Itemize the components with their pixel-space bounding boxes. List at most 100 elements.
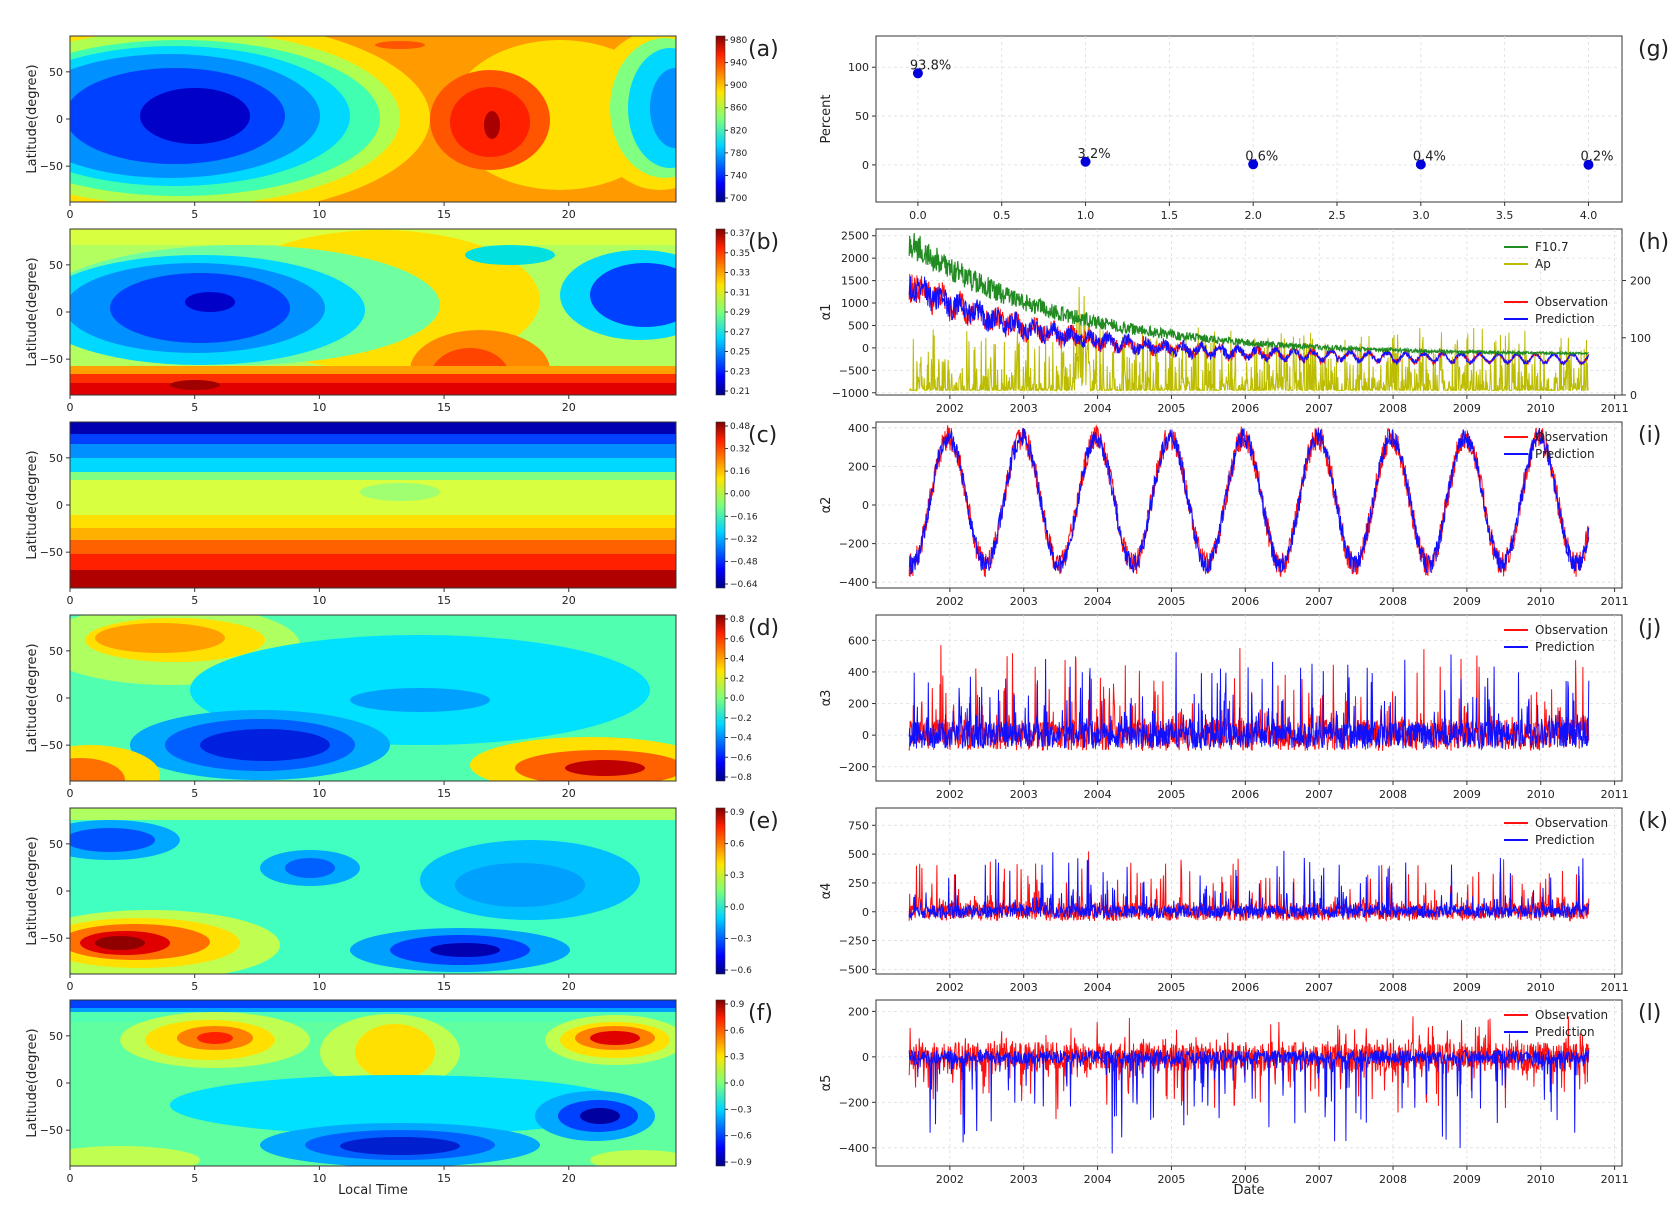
colorbar-tick-label: 820	[730, 126, 747, 136]
y-axis-title: Latitude(degree)	[25, 450, 40, 559]
prediction-line	[908, 276, 1589, 366]
x-tick-label: 2004	[1084, 1173, 1112, 1186]
contour-panel-b	[69, 228, 677, 396]
contour-field-f	[70, 1000, 676, 1166]
colorbar-tick-label: 0.31	[730, 288, 750, 298]
x-tick-label: 2002	[936, 595, 964, 608]
plot-area-i	[876, 422, 1622, 588]
colorbar-tick-label: −0.6	[730, 1132, 752, 1142]
point-label: 3.2%	[1078, 147, 1111, 162]
colorbar-tick-label: 900	[730, 81, 747, 91]
y-tick-label: −500	[839, 963, 869, 976]
contour-field-a	[70, 36, 676, 202]
panel-label: (a)	[748, 37, 779, 62]
y-axis-title: Latitude(degree)	[25, 64, 40, 173]
prediction-line	[908, 850, 1590, 920]
panel-label: (b)	[748, 230, 779, 255]
colorbar-tick-label: −0.6	[730, 753, 752, 763]
x-tick-label: 2007	[1305, 981, 1333, 994]
point-label: 0.2%	[1580, 150, 1613, 165]
x-tick-label: 20	[562, 1172, 576, 1185]
y-axis-title: Latitude(degree)	[25, 643, 40, 752]
colorbar-tick-label: 0.37	[730, 229, 750, 239]
colorbar-tick-label: 0.00	[730, 490, 750, 500]
y-tick-label: 0	[862, 729, 869, 742]
y-tick-label: 0	[56, 113, 63, 126]
plot-area-k	[876, 808, 1622, 974]
y-tick-label: 500	[848, 319, 869, 332]
colorbar-tick-label: 0.9	[730, 1000, 745, 1010]
y-tick-label: −50	[40, 1124, 63, 1137]
y-tick-label: 250	[848, 877, 869, 890]
x-tick-label: 2004	[1084, 981, 1112, 994]
x-tick-label: 2011	[1601, 788, 1629, 801]
x-tick-label: 2002	[936, 402, 964, 415]
x-tick-label: 2008	[1379, 402, 1407, 415]
x-tick-label: 0	[67, 208, 74, 221]
x-tick-label: 3.5	[1496, 209, 1514, 222]
legend-label-prediction: Prediction	[1535, 447, 1595, 461]
colorbar-tick-label: 0.6	[730, 1026, 745, 1036]
x-tick-label: 5	[191, 787, 198, 800]
colorbar-tick-label: 0.4	[730, 655, 745, 665]
legend-label-observation: Observation	[1535, 1008, 1608, 1022]
colorbar-tick-label: 0.21	[730, 387, 750, 397]
right-y-tick-label: 0	[1630, 389, 1637, 402]
x-tick-label: 2.0	[1244, 209, 1262, 222]
point-label: 0.6%	[1245, 149, 1278, 164]
timeseries-panel-k	[875, 807, 1623, 975]
y-axis-title: Percent	[819, 95, 834, 144]
colorbar-tick-label: 0.0	[730, 1079, 745, 1089]
timeseries-panel-j	[875, 614, 1623, 782]
y-tick-label: 600	[848, 634, 869, 647]
y-axis-title: α4	[819, 883, 834, 900]
y-tick-label: −500	[839, 364, 869, 377]
colorbar-tick-label: 740	[730, 171, 747, 181]
y-tick-label: 500	[848, 848, 869, 861]
panel-label: (j)	[1638, 616, 1661, 641]
legend-label-observation: Observation	[1535, 295, 1608, 309]
x-tick-label: 2011	[1601, 595, 1629, 608]
x-tick-label: 2005	[1157, 981, 1185, 994]
scatter-point	[1415, 159, 1426, 170]
x-tick-label: 0	[67, 594, 74, 607]
right-x-axis-title: Date	[1233, 1183, 1264, 1198]
colorbar-tick-label: 0.3	[730, 1053, 744, 1063]
x-tick-label: 5	[191, 401, 198, 414]
x-tick-label: 2007	[1305, 595, 1333, 608]
y-axis-title: α3	[819, 690, 834, 707]
x-tick-label: 2009	[1453, 402, 1481, 415]
panel-label: (g)	[1638, 37, 1669, 62]
y-axis-title: Latitude(degree)	[25, 1028, 40, 1137]
colorbar-tick-label: −0.16	[730, 512, 758, 522]
colorbar-tick-label: −0.48	[730, 557, 758, 567]
x-tick-label: 2011	[1601, 402, 1629, 415]
x-tick-label: 2005	[1157, 788, 1185, 801]
scatter-panel-g: 93.8% 3.2% 0.6% 0.4% 0.2%	[875, 35, 1623, 203]
panel-label: (i)	[1638, 423, 1661, 448]
legend-label-prediction: Prediction	[1535, 1025, 1595, 1039]
contour-field-e	[70, 808, 676, 974]
x-tick-label: 2004	[1084, 402, 1112, 415]
x-tick-label: 20	[562, 401, 576, 414]
contour-field-d	[70, 615, 676, 781]
y-tick-label: −50	[40, 739, 63, 752]
ap-line	[908, 286, 1590, 393]
legend-label-ap: Ap	[1535, 257, 1551, 271]
y-tick-label: −50	[40, 353, 63, 366]
y-tick-label: −200	[839, 538, 869, 551]
y-tick-label: 2000	[841, 252, 869, 265]
y-tick-label: −400	[839, 1142, 869, 1155]
point-label: 93.8%	[910, 58, 951, 73]
y-tick-label: 50	[49, 452, 63, 465]
y-tick-label: −200	[839, 761, 869, 774]
x-tick-label: 2010	[1527, 981, 1555, 994]
x-tick-label: 2002	[936, 1173, 964, 1186]
x-tick-label: 2007	[1305, 1173, 1333, 1186]
x-tick-label: 2008	[1379, 788, 1407, 801]
x-tick-label: 2006	[1231, 981, 1259, 994]
colorbar-tick-label: −0.6	[730, 966, 752, 976]
colorbar-tick-label: −0.3	[730, 934, 752, 944]
colorbar-tick-label: 0.9	[730, 808, 745, 818]
